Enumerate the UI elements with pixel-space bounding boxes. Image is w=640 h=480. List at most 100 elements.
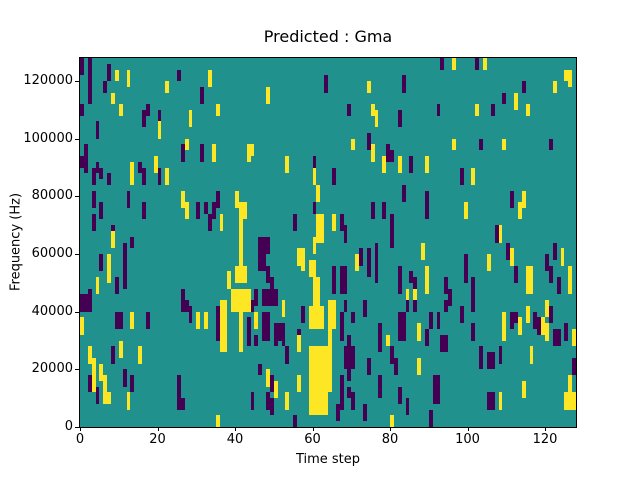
- heatmap-cell: [521, 190, 526, 208]
- heatmap-cell: [142, 202, 146, 220]
- heatmap-cell: [486, 352, 495, 370]
- heatmap-cell: [529, 346, 534, 364]
- heatmap-cell: [118, 104, 123, 116]
- heatmap-cell: [568, 375, 573, 393]
- heatmap-cell: [417, 323, 421, 341]
- heatmap-cell: [362, 300, 367, 318]
- heatmap-cell: [122, 242, 127, 289]
- heatmap-cell: [293, 213, 297, 231]
- heatmap-cell: [246, 334, 251, 347]
- heatmap-cell: [552, 242, 557, 260]
- heatmap-cell: [235, 265, 247, 283]
- heatmap-cell: [204, 202, 208, 214]
- heatmap-cell: [370, 104, 375, 116]
- heatmap-cell: [452, 138, 456, 151]
- x-tick-label: 120: [532, 432, 558, 447]
- heatmap-cell: [238, 305, 243, 353]
- y-tick-label: 20000: [31, 361, 73, 377]
- heatmap-cell: [424, 156, 429, 174]
- heatmap-cell: [521, 380, 526, 399]
- heatmap-cell: [521, 81, 526, 93]
- heatmap-cell: [409, 156, 414, 174]
- heatmap-cell: [83, 144, 88, 174]
- heatmap-cell: [111, 346, 115, 364]
- heatmap-cell: [475, 58, 480, 70]
- heatmap-cell: [428, 409, 433, 427]
- y-axis-label: Frequency (Hz): [8, 192, 24, 292]
- heatmap-cell: [95, 161, 100, 174]
- heatmap-cell: [126, 69, 131, 87]
- heatmap-cell: [386, 144, 390, 162]
- heatmap-cell: [343, 300, 348, 312]
- heatmap-cell: [107, 392, 111, 404]
- heatmap-cell: [359, 248, 363, 266]
- heatmap-cell: [188, 109, 193, 128]
- x-tick-mark: [157, 427, 159, 431]
- heatmap-cell: [440, 58, 445, 70]
- x-tick-label: 20: [149, 432, 166, 447]
- heatmap-cell: [180, 288, 185, 306]
- heatmap-cell: [545, 254, 549, 272]
- y-tick-mark: [75, 196, 79, 198]
- heatmap-cell: [560, 248, 565, 266]
- heatmap-cell: [548, 138, 553, 151]
- heatmap-cell: [362, 403, 367, 422]
- heatmap-cell: [130, 311, 135, 329]
- heatmap-cell: [552, 81, 557, 93]
- heatmap-cell: [269, 375, 274, 393]
- heatmap-cell: [424, 265, 429, 295]
- x-tick-label: 40: [226, 432, 244, 447]
- heatmap-cell: [258, 363, 263, 376]
- heatmap-cell: [568, 69, 573, 87]
- heatmap-cell: [80, 294, 88, 312]
- heatmap-cell: [219, 300, 228, 312]
- heatmap-cell: [343, 346, 356, 370]
- heatmap-cell: [157, 167, 162, 185]
- heatmap-cell: [99, 254, 104, 272]
- heatmap-cell: [142, 109, 146, 128]
- heatmap-cell: [111, 92, 115, 105]
- heatmap-cell: [207, 69, 212, 87]
- heatmap-cell: [397, 109, 402, 128]
- heatmap-cell: [238, 202, 247, 220]
- heatmap-cell: [490, 104, 495, 116]
- heatmap-cell: [572, 357, 576, 376]
- heatmap-cell: [452, 58, 456, 70]
- heatmap-cell: [421, 242, 425, 260]
- heatmap-cell: [479, 346, 483, 370]
- heatmap-cell: [103, 375, 108, 404]
- heatmap-cell: [525, 265, 534, 295]
- heatmap-cell: [370, 144, 375, 162]
- heatmap-cell: [87, 288, 92, 306]
- heatmap-cell: [246, 317, 251, 335]
- chart-title: Predicted : Gma: [263, 27, 393, 46]
- heatmap-cell: [552, 328, 561, 347]
- heatmap-cell: [300, 259, 305, 272]
- y-tick-mark: [75, 369, 79, 371]
- heatmap-cell: [91, 357, 96, 376]
- heatmap-cell: [308, 346, 328, 416]
- heatmap-cell: [80, 317, 84, 335]
- heatmap-cell: [459, 167, 464, 185]
- heatmap-cell: [397, 311, 406, 341]
- y-tick-label: 0: [64, 419, 73, 434]
- heatmap-cell: [215, 305, 220, 341]
- heatmap-cell: [444, 277, 449, 295]
- heatmap-cell: [215, 415, 220, 427]
- y-tick-mark: [75, 311, 79, 313]
- heatmap-cell: [293, 415, 297, 427]
- x-axis-label: Time step: [295, 452, 361, 467]
- heatmap-cell: [138, 161, 142, 174]
- heatmap-cell: [502, 92, 507, 105]
- heatmap-cell: [448, 288, 452, 306]
- heatmap-cell: [351, 392, 356, 410]
- heatmap-cell: [413, 300, 418, 312]
- heatmap-cell: [184, 202, 189, 220]
- heatmap-cell: [432, 375, 441, 404]
- heatmap-cell: [273, 380, 278, 399]
- heatmap-cell: [545, 323, 549, 341]
- heatmap-cell: [312, 202, 317, 214]
- heatmap-cell: [397, 156, 402, 174]
- y-tick-mark: [75, 254, 79, 256]
- heatmap-cell: [328, 323, 332, 393]
